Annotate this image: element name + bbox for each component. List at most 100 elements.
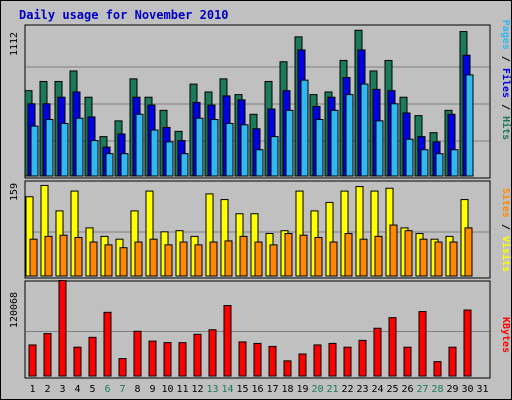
bar-pages: [360, 83, 369, 177]
bar-kbytes: [328, 342, 337, 377]
x-tick-label: 3: [59, 384, 65, 395]
bar-sites: [44, 235, 53, 277]
x-tick-label: 29: [446, 384, 458, 395]
bar-kbytes: [193, 333, 202, 377]
axis-title-part: /: [500, 98, 511, 116]
bar-sites: [464, 227, 473, 277]
x-tick-label: 4: [74, 384, 80, 395]
bar-kbytes: [73, 346, 82, 377]
axis-title-part: Files: [500, 68, 512, 98]
x-tick-label: 24: [371, 384, 383, 395]
x-tick-label: 28: [431, 384, 443, 395]
x-tick-label: 25: [386, 384, 398, 395]
x-tick-label: 12: [191, 384, 203, 395]
bar-sites: [419, 238, 428, 277]
x-tick-label: 18: [281, 384, 293, 395]
bar-kbytes: [163, 342, 172, 377]
bar-sites: [449, 241, 458, 277]
bar-kbytes: [463, 309, 472, 377]
x-tick-label: 6: [104, 384, 110, 395]
bar-kbytes: [343, 346, 352, 377]
bar-kbytes: [313, 344, 322, 377]
x-tick-label: 19: [296, 384, 308, 395]
bar-kbytes: [283, 360, 292, 377]
bar-pages: [225, 122, 234, 177]
axis-title-part: Pages: [500, 20, 511, 50]
bar-sites: [314, 237, 323, 277]
x-tick-label: 7: [119, 384, 125, 395]
bar-kbytes: [298, 353, 307, 377]
bar-kbytes: [43, 333, 52, 377]
bar-sites: [134, 241, 143, 277]
bar-sites: [59, 234, 68, 277]
bar-kbytes: [373, 327, 382, 377]
bar-sites: [119, 247, 128, 277]
bar-sites: [284, 233, 293, 277]
bar-kbytes: [448, 346, 457, 377]
x-tick-label: 10: [161, 384, 173, 395]
bar-pages: [390, 103, 399, 177]
x-tick-label: 26: [401, 384, 413, 395]
axis-title-part: /: [500, 50, 511, 68]
x-tick-label: 13: [206, 384, 218, 395]
bar-kbytes: [418, 311, 427, 377]
bar-sites: [389, 224, 398, 277]
bar-sites: [89, 241, 98, 277]
x-tick-label: 23: [356, 384, 368, 395]
x-tick-label: 30: [461, 384, 473, 395]
axis-title-top: Pages / Files / Hits: [500, 20, 512, 140]
bar-pages: [135, 113, 144, 177]
bar-kbytes: [208, 329, 217, 377]
x-tick-label: 16: [251, 384, 263, 395]
axis-title-part: Hits: [500, 116, 512, 140]
axis-title-part: /: [500, 218, 511, 236]
bar-sites: [194, 244, 203, 277]
bar-pages: [180, 153, 189, 177]
bar-kbytes: [388, 317, 397, 377]
x-tick-label: 31: [476, 384, 488, 395]
bar-pages: [285, 109, 294, 177]
bar-pages: [150, 129, 159, 177]
x-tick-label: 15: [236, 384, 248, 395]
bar-pages: [105, 153, 114, 177]
bar-pages: [450, 149, 459, 177]
bar-sites: [269, 244, 278, 277]
bar-sites: [179, 241, 188, 277]
bar-pages: [45, 119, 54, 177]
y-max-label: 1112: [9, 32, 20, 56]
bar-pages: [255, 149, 264, 177]
x-tick-label: 27: [416, 384, 428, 395]
bar-pages: [30, 125, 39, 177]
bar-kbytes: [223, 305, 232, 377]
y-max-label: 159: [9, 183, 20, 201]
bar-kbytes: [403, 346, 412, 377]
bar-kbytes: [268, 345, 277, 377]
bar-pages: [60, 122, 69, 177]
x-tick-label: 1: [29, 384, 35, 395]
bar-sites: [164, 244, 173, 277]
bar-pages: [240, 124, 249, 177]
bar-kbytes: [133, 330, 142, 377]
bar-pages: [330, 109, 339, 177]
bar-pages: [210, 119, 219, 177]
bar-pages: [90, 140, 99, 177]
bar-pages: [345, 94, 354, 177]
bar-kbytes: [238, 341, 247, 377]
x-tick-label: 20: [311, 384, 323, 395]
bar-kbytes: [253, 342, 262, 377]
bar-pages: [435, 153, 444, 177]
bar-sites: [149, 238, 158, 277]
bar-sites: [239, 235, 248, 277]
bar-sites: [359, 238, 368, 277]
x-tick-label: 5: [89, 384, 95, 395]
bar-sites: [224, 240, 233, 277]
bar-pages: [75, 117, 84, 177]
x-tick-label: 22: [341, 384, 353, 395]
bar-sites: [104, 244, 113, 277]
bar-pages: [375, 120, 384, 177]
y-max-label: 120068: [9, 292, 20, 328]
x-tick-label: 21: [326, 384, 338, 395]
bar-kbytes: [148, 340, 157, 377]
bar-pages: [300, 79, 309, 177]
